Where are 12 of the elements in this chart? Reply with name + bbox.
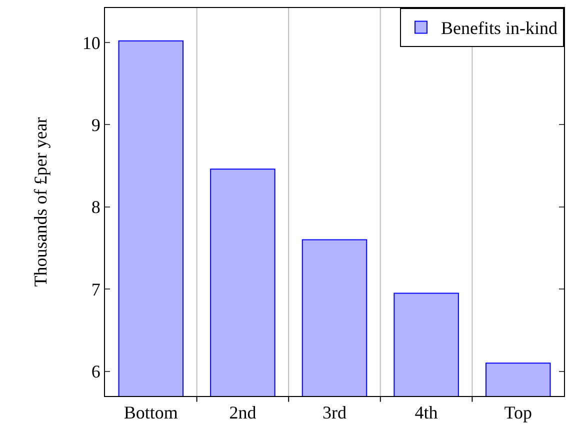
y-tick-label: 7 [91,279,100,300]
x-tick-label: 4th [414,402,438,423]
x-tick-label: 3rd [322,402,346,423]
x-tick-label: Top [504,402,532,423]
y-tick-label: 9 [91,115,100,136]
y-axis-title: Thousands of £per year [30,117,51,287]
y-tick-label: 10 [82,32,100,53]
x-tick-label: 2nd [229,402,256,423]
y-tick-label: 6 [91,362,100,382]
legend-label: Benefits in-kind [441,18,558,38]
y-tick-label: 8 [91,197,100,218]
x-tick-label: Bottom [124,402,178,423]
